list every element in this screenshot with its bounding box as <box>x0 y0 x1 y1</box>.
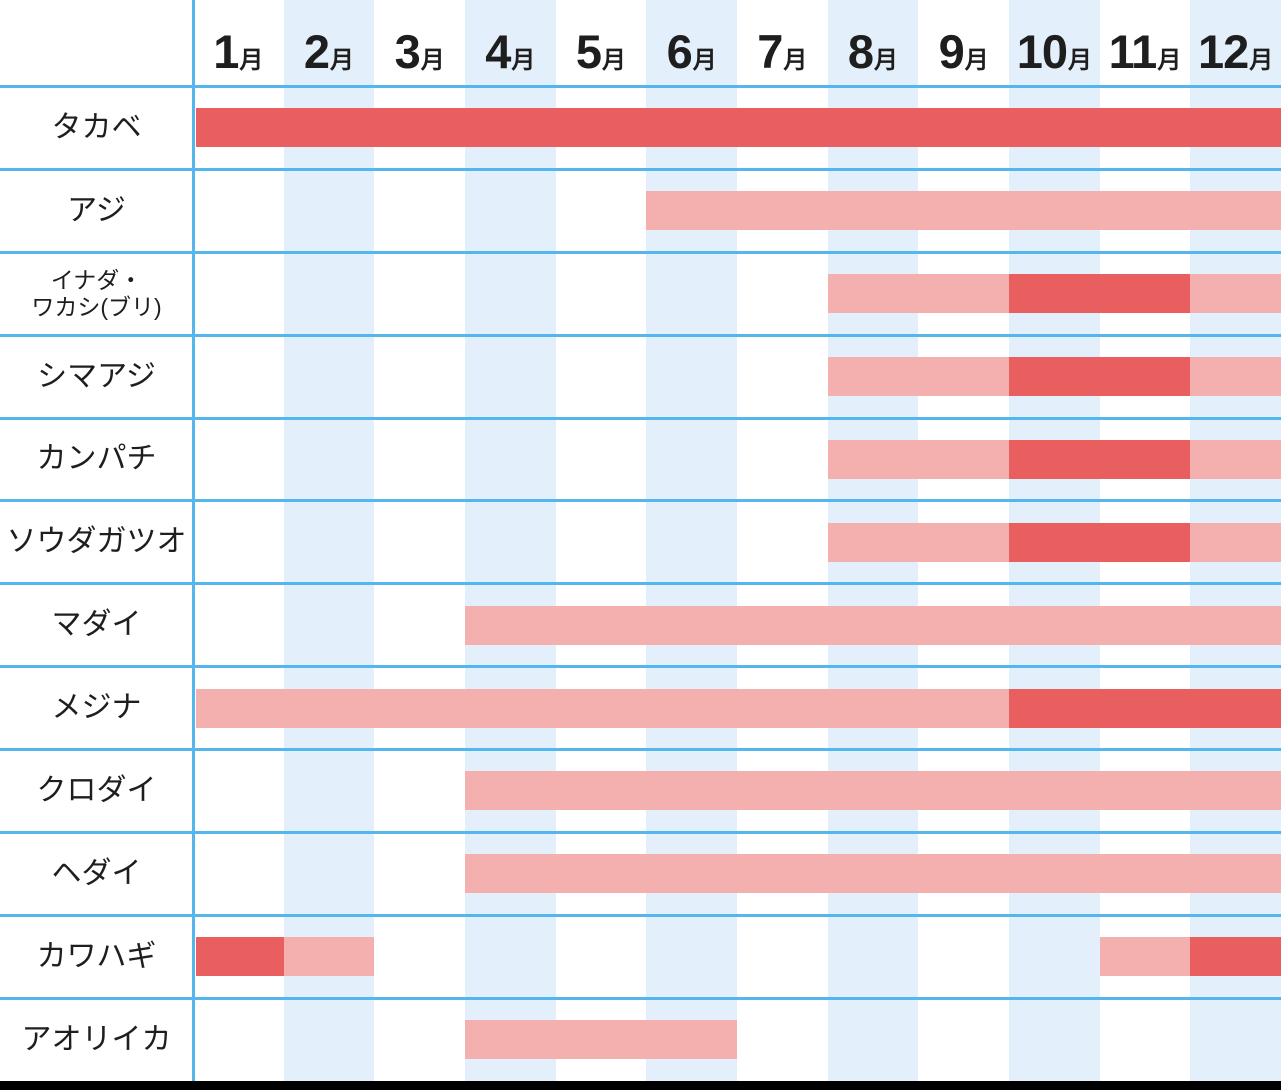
month-suffix: 月 <box>511 47 536 74</box>
row-label-1: タカベ <box>51 110 142 144</box>
month-header-10: 10 月 <box>1009 0 1100 87</box>
month-suffix: 月 <box>1067 47 1092 74</box>
grid-hline-6 <box>0 582 1281 586</box>
row-label-2: アジ <box>67 193 126 227</box>
month-header-12: 12 月 <box>1190 0 1281 87</box>
grid-hline-10 <box>0 913 1281 917</box>
month-number: 12 <box>1198 25 1249 78</box>
month-suffix: 月 <box>692 47 717 74</box>
month-number: 1 <box>213 25 239 78</box>
grid-hline-1 <box>0 167 1281 171</box>
month-suffix: 月 <box>874 47 899 74</box>
row-label-11: カワハギ <box>36 939 157 973</box>
season-bar-アオリイカ-1 <box>465 1020 737 1060</box>
season-bar-カンパチ-1 <box>827 439 1009 479</box>
season-bar-クロダイ-1 <box>465 771 1281 811</box>
season-bar-マダイ-1 <box>465 605 1281 645</box>
month-column-stripe-4 <box>465 0 556 1081</box>
grid-hline-9 <box>0 830 1281 834</box>
row-label-10: ヘダイ <box>51 856 142 890</box>
grid-hline-8 <box>0 748 1281 751</box>
season-bar-カワハギ-3 <box>1099 937 1191 977</box>
season-bar-ヘダイ-1 <box>465 854 1281 894</box>
season-bar-イナダ・ワカシ(ブリ)-3 <box>1190 274 1281 314</box>
month-suffix: 月 <box>239 47 264 74</box>
season-bar-イナダ・ワカシ(ブリ)-2 <box>1009 274 1191 314</box>
row-label-7: マダイ <box>51 608 142 642</box>
month-column-stripe-2 <box>283 0 375 1081</box>
season-bar-シマアジ-1 <box>827 357 1009 397</box>
season-bar-メジナ-1 <box>196 688 1009 728</box>
row-label-12: アオリイカ <box>21 1022 172 1056</box>
grid-hline-2 <box>0 250 1281 254</box>
row-label-8: メジナ <box>51 691 142 725</box>
month-number: 2 <box>303 25 330 78</box>
month-suffix: 月 <box>1249 47 1274 74</box>
month-number: 5 <box>575 25 602 78</box>
row-label-9: クロダイ <box>36 773 157 807</box>
row-label-3: イナダ・ ワカシ(ブリ) <box>31 266 162 320</box>
season-bar-ソウダガツオ-2 <box>1009 522 1191 562</box>
month-number: 10 <box>1016 25 1068 78</box>
month-number: 9 <box>938 25 965 78</box>
row-label-4: シマアジ <box>37 359 156 393</box>
season-bar-シマアジ-2 <box>1009 357 1191 397</box>
season-bar-カワハギ-4 <box>1190 937 1281 977</box>
month-number: 4 <box>485 25 511 78</box>
month-column-stripe-6 <box>646 0 737 1081</box>
month-suffix: 月 <box>420 47 445 74</box>
season-bar-イナダ・ワカシ(ブリ)-1 <box>827 274 1009 314</box>
season-bar-ソウダガツオ-3 <box>1190 522 1281 562</box>
row-label-6: ソウダガツオ <box>6 525 187 559</box>
grid-hline-5 <box>0 499 1281 503</box>
season-bar-メジナ-2 <box>1009 688 1281 728</box>
row-label-5: カンパチ <box>36 442 157 476</box>
grid-hline-0 <box>0 85 1281 88</box>
season-bar-カワハギ-1 <box>196 937 284 977</box>
season-bar-シマアジ-3 <box>1190 357 1281 397</box>
month-number: 7 <box>757 25 783 78</box>
season-bar-カワハギ-2 <box>283 937 375 977</box>
month-number: 8 <box>847 25 874 78</box>
season-bar-カンパチ-2 <box>1009 439 1191 479</box>
month-number: 3 <box>394 25 421 78</box>
axis-vertical-line <box>191 0 195 1081</box>
month-suffix: 月 <box>602 47 627 74</box>
grid-hline-11 <box>0 996 1281 1000</box>
season-bar-タカベ-1 <box>196 108 1281 148</box>
month-number: 6 <box>666 25 693 78</box>
bottom-black-bar <box>0 1081 1281 1090</box>
month-suffix: 月 <box>1157 47 1182 74</box>
month-header-11: 11 月 <box>1100 0 1191 87</box>
month-suffix: 月 <box>783 47 808 74</box>
season-bar-カンパチ-3 <box>1190 439 1281 479</box>
grid-hline-7 <box>0 665 1281 669</box>
grid-hline-3 <box>0 333 1281 337</box>
grid-hline-4 <box>0 416 1281 420</box>
month-suffix: 月 <box>330 47 355 74</box>
month-number: 11 <box>1108 25 1158 78</box>
month-suffix: 月 <box>964 47 989 74</box>
season-bar-アジ-1 <box>646 191 1281 231</box>
season-bar-ソウダガツオ-1 <box>827 522 1009 562</box>
